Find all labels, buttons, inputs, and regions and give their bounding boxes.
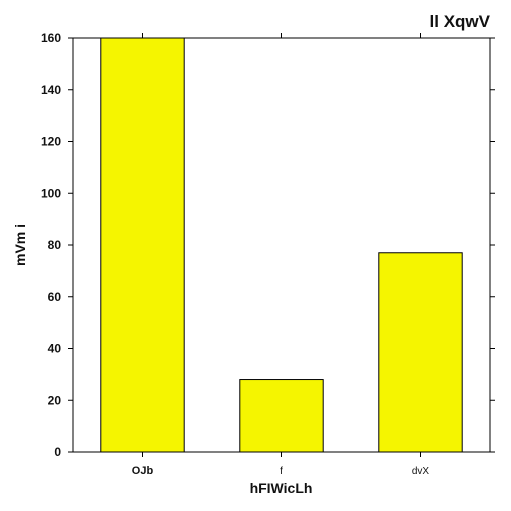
y-axis-label: mVm i bbox=[12, 224, 28, 266]
x-tick-label: f bbox=[280, 466, 283, 477]
y-tick-label: 140 bbox=[41, 83, 61, 97]
y-tick-label: 120 bbox=[41, 135, 61, 149]
y-tick-label: 60 bbox=[48, 290, 62, 304]
y-tick-label: 0 bbox=[54, 445, 61, 459]
bar-f bbox=[239, 379, 324, 453]
y-tick-label: 40 bbox=[48, 342, 62, 356]
x-axis-label: hFIWicLh bbox=[250, 480, 313, 496]
y-tick-label: 160 bbox=[41, 31, 61, 45]
x-tick-label: dvX bbox=[412, 466, 430, 477]
axes-layer: 0 20 40 60 80 100 120 140 160 OJb f dvX bbox=[41, 31, 495, 477]
chart-title: ll XqwV bbox=[430, 12, 491, 31]
bars-layer bbox=[100, 37, 463, 453]
y-tick-label: 100 bbox=[41, 186, 61, 200]
x-tick-label: OJb bbox=[132, 465, 154, 477]
y-tick-label: 20 bbox=[48, 393, 62, 407]
bar-dvX bbox=[378, 252, 463, 453]
y-tick-label: 80 bbox=[48, 238, 62, 252]
bar-OJb bbox=[100, 37, 185, 453]
